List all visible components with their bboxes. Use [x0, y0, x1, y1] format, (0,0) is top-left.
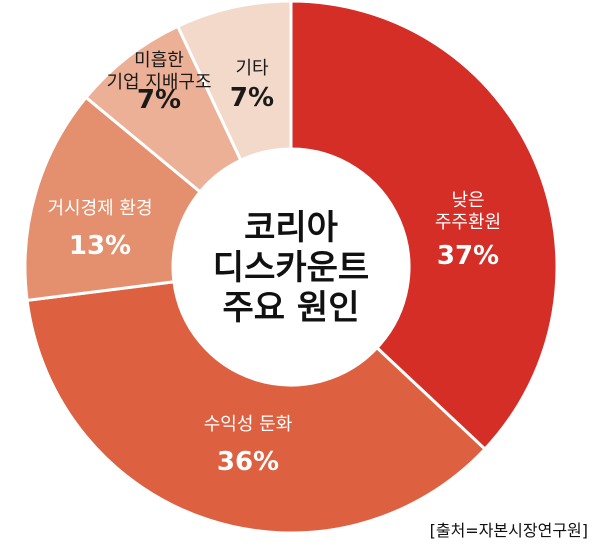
- chart-title-line: 코리아: [244, 208, 338, 248]
- slice-label: 주주환원: [435, 212, 501, 233]
- chart-title: 코리아 디스카운트 주요 원인: [213, 208, 369, 328]
- slice-label: 미흡한: [134, 50, 184, 71]
- slice-label-group: 거시경제 환경 13%: [47, 198, 152, 261]
- donut-center-hole: [173, 149, 409, 385]
- chart-title-line: 디스카운트: [213, 248, 369, 288]
- donut-slices: [23, 0, 559, 535]
- slice-value: 13%: [69, 231, 131, 261]
- slice-label: 거시경제 환경: [47, 198, 152, 219]
- chart-title-line: 주요 원인: [223, 288, 360, 328]
- slice-label-group: 기타 7%: [230, 58, 274, 113]
- slice-value: 7%: [230, 83, 274, 113]
- slice-label: 수익성 둔화: [204, 414, 293, 435]
- slice-label: 기업 지배구조: [106, 72, 211, 93]
- source-note: [출처=자본시장연구원]: [430, 521, 588, 540]
- slice-value: 36%: [217, 447, 279, 477]
- slice-value: 7%: [137, 85, 181, 115]
- slice-label: 낮은: [451, 190, 484, 211]
- slice-label-group: 수익성 둔화 36%: [204, 414, 293, 477]
- slice-value: 37%: [437, 241, 499, 271]
- slice-label: 기타: [235, 58, 269, 79]
